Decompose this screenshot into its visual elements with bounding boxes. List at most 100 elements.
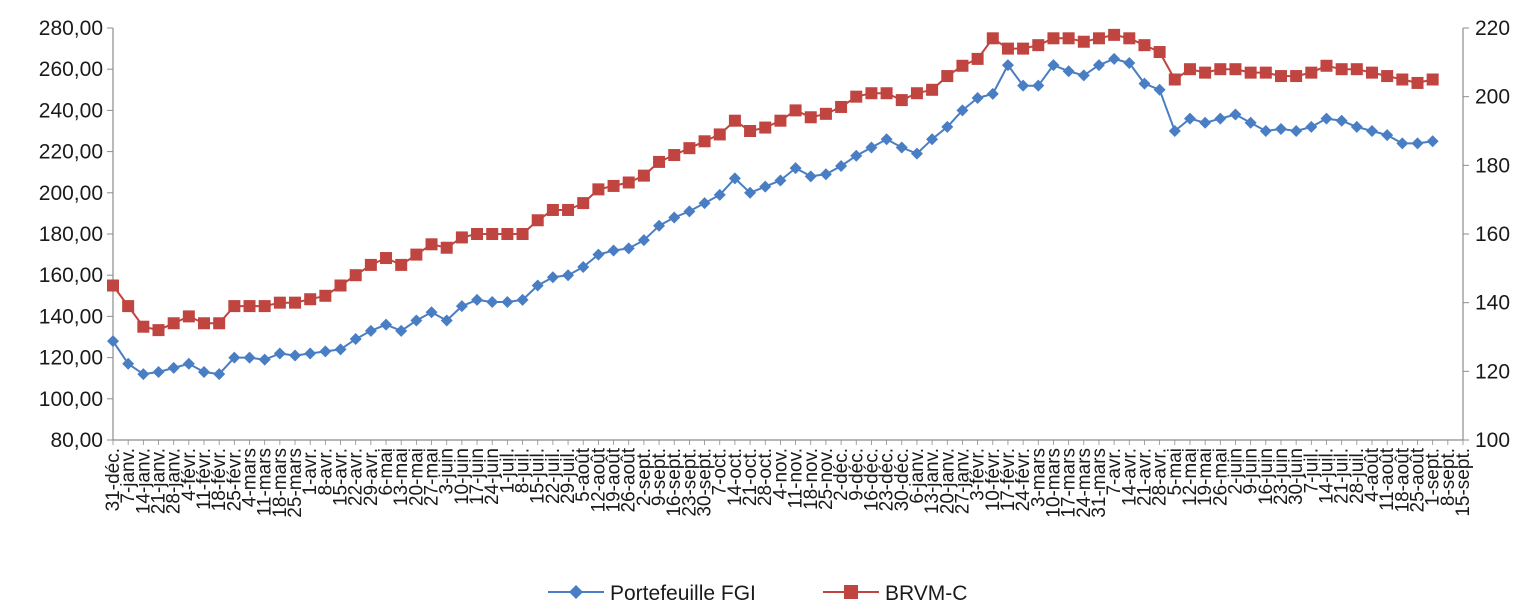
x-tick-label: 12-août <box>588 447 609 512</box>
data-point-diamond <box>926 133 939 146</box>
x-tick-label: 2-déc. <box>831 448 852 501</box>
data-point-diamond <box>1259 125 1272 137</box>
data-point-diamond <box>986 87 999 100</box>
data-point-diamond <box>1047 59 1060 72</box>
data-point-square <box>653 155 666 168</box>
x-tick-label: 27-janv. <box>952 448 973 514</box>
right-y-tick-label: 180 <box>1475 154 1510 177</box>
right-y-tick-label: 220 <box>1475 17 1510 40</box>
data-point-diamond <box>698 197 711 210</box>
data-point-square <box>1381 70 1394 83</box>
data-point-square <box>319 289 332 302</box>
data-point-diamond <box>546 271 559 284</box>
data-point-diamond <box>410 314 423 327</box>
x-tick-label: 25-nov. <box>816 448 837 510</box>
x-tick-label: 30-sept. <box>695 448 716 517</box>
x-tick-label: 29-juil. <box>558 448 579 504</box>
x-tick-label: 8-avr. <box>315 448 336 496</box>
data-point-diamond <box>1274 122 1287 135</box>
x-tick-label: 25-août <box>1407 447 1428 512</box>
x-tick-label: 7-oct. <box>710 448 731 496</box>
data-point-square <box>713 128 726 141</box>
data-point-diamond <box>1199 116 1212 129</box>
x-tick-label: 31-mars <box>1089 448 1110 518</box>
x-tick-label: 18-mars <box>270 448 291 518</box>
data-point-diamond <box>107 335 119 348</box>
data-point-square <box>1062 32 1075 45</box>
x-tick-label: 24-mars <box>1074 448 1095 518</box>
data-point-square <box>471 228 484 240</box>
data-point-diamond <box>910 147 923 160</box>
data-point-square <box>137 320 150 333</box>
data-point-diamond <box>304 347 317 360</box>
data-point-square <box>1320 59 1333 72</box>
x-tick-label: 9-déc. <box>846 448 867 501</box>
data-point-diamond <box>137 368 150 381</box>
x-tick-label: 14-juil. <box>1316 448 1337 504</box>
x-tick-label: 21-avr. <box>1134 448 1155 506</box>
x-tick-label: 30-déc. <box>892 448 913 511</box>
data-point-diamond <box>1381 129 1394 142</box>
data-point-square <box>592 183 605 196</box>
legend-item-brvm-c: BRVM-C <box>823 582 967 601</box>
data-point-square <box>289 296 302 309</box>
x-tick-label: 23-déc. <box>877 448 898 511</box>
x-tick-label: 8-sept. <box>1438 448 1459 506</box>
x-tick-label: 4-févr. <box>179 448 200 501</box>
data-point-diamond <box>1183 112 1196 125</box>
left-y-tick-label: 280,00 <box>39 17 103 40</box>
data-point-square <box>941 70 954 83</box>
x-tick-label: 11-août <box>1377 447 1398 511</box>
data-point-square <box>1214 63 1227 76</box>
data-point-square <box>1305 66 1318 79</box>
data-point-square <box>349 269 362 282</box>
x-tick-label: 2-juin <box>1225 448 1246 494</box>
data-point-square <box>910 87 923 100</box>
data-point-diamond <box>759 180 772 193</box>
data-point-square <box>425 238 438 251</box>
x-tick-label: 21-juil. <box>1332 448 1353 504</box>
data-point-diamond <box>334 343 347 356</box>
data-point-diamond <box>228 351 241 364</box>
data-point-diamond <box>1062 65 1075 78</box>
series-line <box>112 57 1433 376</box>
x-tick-label: 11-nov. <box>786 448 807 509</box>
data-point-square <box>107 279 119 292</box>
data-point-square <box>334 279 347 292</box>
data-point-square <box>804 111 817 124</box>
data-point-diamond <box>364 324 377 337</box>
x-tick-label: 24-févr. <box>1013 448 1034 511</box>
legend-label: BRVM-C <box>885 582 967 601</box>
x-tick-label: 1-sept. <box>1423 448 1444 506</box>
left-y-tick-label: 180,00 <box>39 223 103 246</box>
data-point-square <box>819 107 832 120</box>
x-tick-label: 28-avr. <box>1150 448 1171 506</box>
data-point-diamond <box>592 248 605 261</box>
data-point-diamond <box>744 186 757 199</box>
x-tick-label: 17-févr. <box>998 448 1019 511</box>
x-tick-label: 26-mai <box>1210 448 1231 506</box>
x-tick-label: 23-sept. <box>679 448 700 517</box>
data-point-diamond <box>1017 79 1030 92</box>
data-point-diamond <box>789 162 802 175</box>
data-point-diamond <box>971 92 984 105</box>
data-point-diamond <box>774 174 787 187</box>
data-point-diamond <box>1244 116 1257 129</box>
x-tick-label: 23-juin <box>1271 448 1292 505</box>
legend-diamond-marker <box>569 585 583 599</box>
x-tick-label: 20-janv. <box>937 448 958 514</box>
data-point-diamond <box>880 133 893 146</box>
data-point-diamond <box>668 211 681 224</box>
x-tick-label: 11-mars <box>255 448 276 516</box>
data-point-square <box>304 293 317 306</box>
data-point-diamond <box>607 244 620 257</box>
data-point-diamond <box>122 357 135 370</box>
x-tick-label: 15-avr. <box>331 448 352 506</box>
x-tick-label: 15-sept. <box>1453 448 1474 517</box>
data-point-square <box>986 32 999 45</box>
data-point-diamond <box>956 104 969 117</box>
data-point-square <box>562 203 575 216</box>
x-tick-label: 28-janv. <box>164 448 185 514</box>
data-point-diamond <box>380 318 393 331</box>
